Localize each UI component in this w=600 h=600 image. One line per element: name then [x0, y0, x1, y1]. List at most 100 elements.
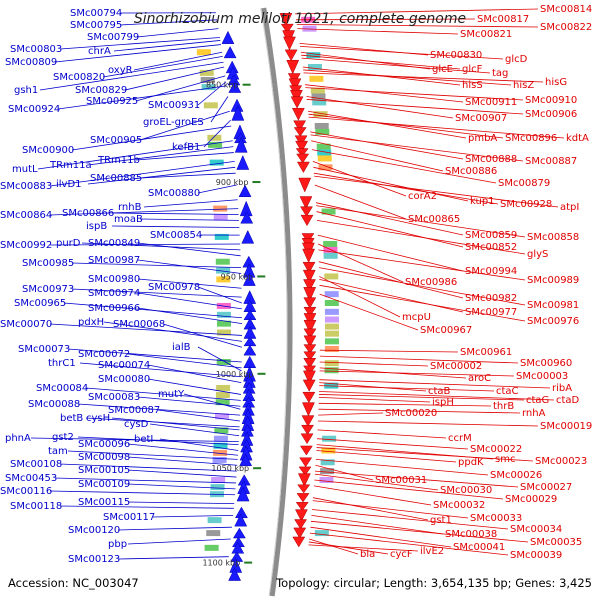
forward-gene-label: SMc00084: [36, 383, 88, 394]
forward-gene-label: SMc00931: [148, 100, 200, 111]
forward-leader-line: [197, 346, 242, 372]
reverse-gene-arrow: [302, 402, 315, 417]
reverse-leader-line: [309, 532, 509, 556]
reverse-gene-arrow: [300, 206, 313, 217]
forward-gene-label: SMc00087: [108, 405, 160, 416]
reverse-leader-line: [308, 113, 504, 139]
forward-leader-line: [59, 37, 220, 50]
forward-gene-label: SMc00117: [103, 512, 155, 523]
reverse-cog-block: [324, 273, 339, 280]
reverse-gene-arrow: [288, 78, 302, 92]
reverse-leader-line: [311, 515, 444, 535]
forward-gene-label: phnA: [5, 433, 31, 444]
reverse-gene-label: SMc00026: [490, 470, 542, 481]
forward-gene-arrow: [236, 155, 250, 170]
forward-gene-label: SMc00864: [0, 210, 52, 221]
reverse-gene-arrow: [303, 287, 317, 302]
reverse-gene-arrow: [299, 457, 313, 468]
forward-cog-block: [200, 76, 215, 83]
reverse-gene-label: SMc00027: [520, 482, 572, 493]
reverse-cog-block: [323, 241, 338, 247]
reverse-leader-line: [301, 57, 491, 74]
forward-cog-block: [216, 359, 231, 365]
forward-gene-label: rnhB: [118, 202, 142, 213]
reverse-cog-block: [311, 93, 326, 100]
forward-cog-block: [216, 320, 231, 327]
forward-gene-label: SMc00980: [88, 274, 140, 285]
reverse-leader-line: [319, 382, 427, 392]
forward-gene-label: SMc00120: [68, 525, 120, 536]
reverse-cog-block: [315, 128, 330, 135]
reverse-gene-arrow: [296, 161, 310, 174]
forward-cog-block: [207, 517, 222, 524]
reverse-leader-line: [303, 69, 512, 86]
reverse-leader-line: [297, 28, 459, 35]
forward-gene-label: SMc00794: [70, 8, 122, 19]
reverse-cog-block: [306, 52, 321, 59]
forward-cog-block: [216, 384, 231, 391]
reverse-leader-line: [311, 509, 509, 530]
forward-gene-label: groEL-groES: [143, 117, 204, 128]
forward-gene-label: tam: [48, 446, 68, 457]
forward-cog-block: [209, 159, 224, 166]
reverse-leader-line: [319, 284, 526, 322]
reverse-gene-arrow: [303, 279, 316, 292]
reverse-gene-arrow: [303, 306, 317, 317]
forward-cog-block: [199, 69, 214, 76]
scale-tick-label: 1050 kbp: [211, 464, 249, 473]
reverse-cog-block: [324, 360, 339, 367]
forward-cog-block: [212, 456, 227, 463]
forward-leader-line: [135, 75, 226, 102]
reverse-gene-arrow: [303, 297, 317, 309]
reverse-cog-block: [324, 338, 339, 345]
reverse-leader-line: [319, 361, 429, 367]
reverse-leader-line: [319, 385, 495, 392]
reverse-leader-line: [313, 172, 499, 205]
reverse-gene-label: SMc00989: [527, 275, 579, 286]
reverse-gene-label: SMc00911: [465, 97, 517, 108]
forward-gene-label: SMc00073: [18, 344, 70, 355]
reverse-leader-line: [316, 220, 526, 255]
forward-leader-line: [49, 243, 241, 246]
reverse-cog-block: [324, 346, 339, 353]
forward-gene-label: SMc00883: [0, 181, 52, 192]
forward-leader-line: [147, 364, 242, 384]
forward-gene-arrow: [232, 527, 246, 539]
forward-gene-label: betB: [60, 413, 83, 424]
forward-gene-label: mutL: [12, 164, 38, 175]
reverse-gene-label: SMc00821: [460, 29, 512, 40]
reverse-gene-label: SMc00019: [540, 421, 592, 432]
forward-cog-block: [206, 530, 221, 537]
forward-cog-block: [213, 435, 228, 442]
reverse-gene-label: SMc00817: [477, 14, 529, 25]
forward-cog-block: [208, 141, 223, 148]
forward-leader-line: [111, 212, 239, 215]
forward-cog-block: [215, 413, 230, 420]
reverse-leader-line: [319, 391, 555, 401]
forward-leader-line: [37, 140, 233, 170]
reverse-gene-arrow: [303, 344, 317, 354]
reverse-gene-label: SMc00032: [433, 500, 485, 511]
reverse-gene-label: SMc00858: [527, 232, 579, 243]
forward-leader-line: [81, 242, 241, 251]
reverse-cog-block: [324, 330, 339, 337]
reverse-gene-label: SMc00994: [465, 266, 517, 277]
reverse-leader-line: [319, 276, 401, 318]
reverse-leader-line: [318, 267, 526, 306]
reverse-leader-line: [318, 249, 526, 281]
reverse-leader-line: [305, 87, 524, 101]
forward-gene-label: SMc00978: [148, 282, 200, 293]
forward-leader-line: [71, 262, 242, 268]
reverse-gene-label: SMc00886: [445, 166, 497, 177]
reverse-gene-label: hisZ: [513, 80, 534, 91]
forward-gene-label: SMc00080: [98, 374, 150, 385]
backbone-highlight: [260, 7, 288, 597]
reverse-cog-block: [320, 468, 335, 475]
forward-leader-line: [103, 321, 243, 342]
forward-gene-label: SMc00105: [78, 465, 130, 476]
reverse-gene-label: bla: [360, 549, 375, 560]
reverse-leader-line: [315, 458, 489, 476]
reverse-gene-label: SMc00967: [420, 325, 472, 336]
forward-gene-arrow: [239, 453, 253, 467]
